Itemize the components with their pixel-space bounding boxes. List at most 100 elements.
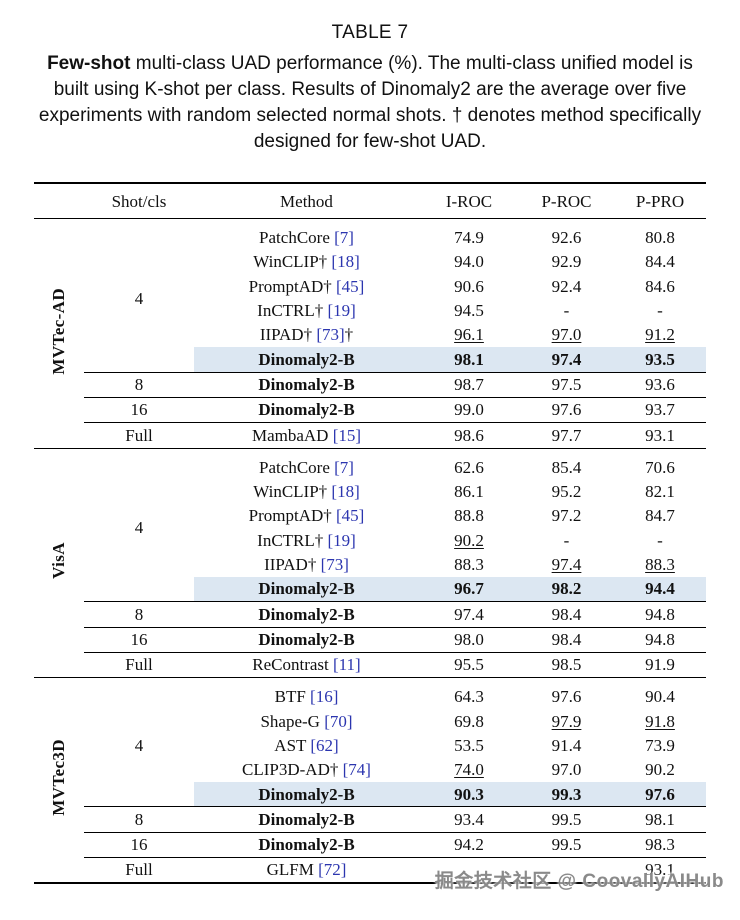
method-cell: IIPAD† [73] bbox=[194, 553, 419, 577]
method-cell: MambaAD [15] bbox=[194, 422, 419, 449]
citation: [18] bbox=[331, 252, 360, 272]
table-caption: Few-shot multi-class UAD performance (%)… bbox=[38, 51, 702, 155]
value-cell: 96.7 bbox=[419, 576, 519, 602]
header-shot-cls: Shot/cls bbox=[111, 192, 167, 212]
dataset-label-text: MVTec3D bbox=[49, 739, 68, 817]
shot-cell: 4 bbox=[134, 288, 144, 308]
citation: [16] bbox=[310, 687, 339, 707]
value-cell: 90.3 bbox=[419, 782, 519, 807]
table-header: Shot/cls Method I-ROC P-ROC P-PRO bbox=[34, 183, 706, 219]
value-cell: 93.7 bbox=[614, 396, 706, 423]
method-cell: AST [62] bbox=[194, 733, 419, 757]
method-cell: CLIP3D-AD† [74] bbox=[194, 758, 419, 782]
value-cell: 92.6 bbox=[551, 228, 582, 248]
value-cell: 98.4 bbox=[519, 626, 614, 653]
method-cell: WinCLIP† [18] bbox=[194, 250, 419, 274]
value-cell: 97.7 bbox=[519, 422, 614, 449]
method-cell: Shape-G [70] bbox=[194, 709, 419, 733]
table-row: MVTec3D 4 BTF [16] 64.3 97.6 90.4 bbox=[34, 678, 706, 816]
value-cell: 93.5 bbox=[614, 347, 706, 373]
method-name: IIPAD† bbox=[264, 554, 317, 574]
value-cell: 99.5 bbox=[519, 831, 614, 858]
value-cell: 93.1 bbox=[614, 857, 706, 884]
shot-cell: 8 bbox=[84, 371, 194, 398]
value-cell: 73.9 bbox=[645, 735, 675, 755]
citation: [45] bbox=[336, 276, 365, 296]
method-cell: Dinomaly2-B bbox=[194, 831, 419, 858]
value-cell: - bbox=[563, 301, 570, 321]
table-row: 8 Dinomaly2-B 93.4 99.5 98.1 bbox=[34, 806, 706, 833]
value-cell: 97.2 bbox=[551, 506, 582, 526]
value-cell: 94.8 bbox=[614, 601, 706, 628]
method-name: Dinomaly2-B bbox=[258, 835, 355, 855]
value-cell: 84.7 bbox=[645, 506, 675, 526]
value-cell: 91.8 bbox=[645, 711, 675, 731]
shot-cell: Full bbox=[84, 651, 194, 678]
method-name: PatchCore bbox=[259, 228, 330, 248]
value-cell: 95.5 bbox=[419, 651, 519, 678]
header-method: Method bbox=[280, 192, 333, 212]
citation: [74] bbox=[342, 760, 371, 780]
citation: [72] bbox=[318, 860, 347, 880]
value-cell: - bbox=[563, 530, 570, 550]
value-cell: 84.4 bbox=[645, 252, 675, 272]
method-cell: ReContrast [11] bbox=[194, 651, 419, 678]
method-name: GLFM bbox=[266, 860, 314, 880]
results-table: Shot/cls Method I-ROC P-ROC P-PRO MVTec-… bbox=[34, 182, 706, 885]
value-cell: 91.4 bbox=[551, 735, 582, 755]
value-cell: 91.2 bbox=[645, 325, 675, 345]
method-cell: Dinomaly2-B bbox=[194, 371, 419, 398]
value-cell: 94.4 bbox=[614, 576, 706, 602]
header-row: Shot/cls Method I-ROC P-ROC P-PRO bbox=[34, 183, 706, 219]
value-cell: 94.5 bbox=[454, 301, 484, 321]
method-name: InCTRL† bbox=[257, 530, 324, 550]
value-cell: 98.4 bbox=[519, 601, 614, 628]
table-row: Full GLFM [72] 93.1 bbox=[34, 857, 706, 884]
value-cell: 97.4 bbox=[419, 601, 519, 628]
value-cell: 82.1 bbox=[645, 481, 675, 501]
value-cell: 93.4 bbox=[419, 806, 519, 833]
table-row: AST [62] 53.5 91.4 73.9 bbox=[34, 733, 706, 757]
dataset-label: VisA bbox=[34, 448, 84, 678]
value-cell: 97.9 bbox=[551, 711, 582, 731]
value-cell: 74.9 bbox=[454, 228, 484, 248]
shot-cell: 4 bbox=[134, 735, 144, 755]
shot-cell: 16 bbox=[84, 626, 194, 653]
value-cell: 97.0 bbox=[551, 325, 582, 345]
value-cell: 97.4 bbox=[551, 554, 582, 574]
value-cell: 93.6 bbox=[614, 371, 706, 398]
dataset-group: VisA 4 PatchCore [7] 62.6 85.4 70.6 WinCLIP† [… bbox=[34, 448, 706, 678]
method-name: InCTRL† bbox=[257, 301, 324, 321]
value-cell: 99.5 bbox=[519, 806, 614, 833]
method-name: IIPAD† bbox=[259, 325, 313, 345]
table-row: Full ReContrast [11] 95.5 98.5 91.9 bbox=[34, 651, 706, 678]
value-cell: 98.7 bbox=[419, 371, 519, 398]
method-cell: PatchCore [7] bbox=[194, 448, 419, 479]
method-name: Dinomaly2-B bbox=[258, 349, 355, 369]
table-row: WinCLIP† [18] 94.0 92.9 84.4 bbox=[34, 250, 706, 274]
method-name: Dinomaly2-B bbox=[258, 400, 355, 420]
table-row: IIPAD† [73]† 96.1 97.0 91.2 bbox=[34, 323, 706, 347]
table-row: CLIP3D-AD† [74] 74.0 97.0 90.2 bbox=[34, 758, 706, 782]
table-row: VisA 4 PatchCore [7] 62.6 85.4 70.6 bbox=[34, 448, 706, 579]
value-cell: 98.2 bbox=[519, 576, 614, 602]
caption-bold-prefix: Few-shot bbox=[47, 53, 131, 74]
value-cell: 96.1 bbox=[454, 325, 484, 345]
method-cell: PromptAD† [45] bbox=[194, 274, 419, 298]
table-row: 16 Dinomaly2-B 94.2 99.5 98.3 bbox=[34, 831, 706, 858]
value-cell: 99.0 bbox=[419, 396, 519, 423]
header-p-roc: P-ROC bbox=[541, 192, 592, 212]
table-title: TABLE 7 bbox=[331, 22, 409, 43]
value-cell: 91.9 bbox=[614, 651, 706, 678]
method-cell: Dinomaly2-B bbox=[194, 806, 419, 833]
table-row: 8 Dinomaly2-B 97.4 98.4 94.8 bbox=[34, 601, 706, 628]
citation: [18] bbox=[331, 481, 360, 501]
table-row: MVTec-AD 4 PatchCore [7] 74.9 92.6 80.8 bbox=[34, 219, 706, 374]
value-cell: 92.9 bbox=[551, 252, 582, 272]
table-row: Full MambaAD [15] 98.6 97.7 93.1 bbox=[34, 422, 706, 449]
citation: [7] bbox=[334, 457, 354, 477]
method-name: Dinomaly2-B bbox=[258, 375, 355, 395]
method-cell: InCTRL† [19] bbox=[194, 299, 419, 323]
value-cell: 99.3 bbox=[519, 782, 614, 807]
method-name: Dinomaly2-B bbox=[258, 629, 355, 649]
